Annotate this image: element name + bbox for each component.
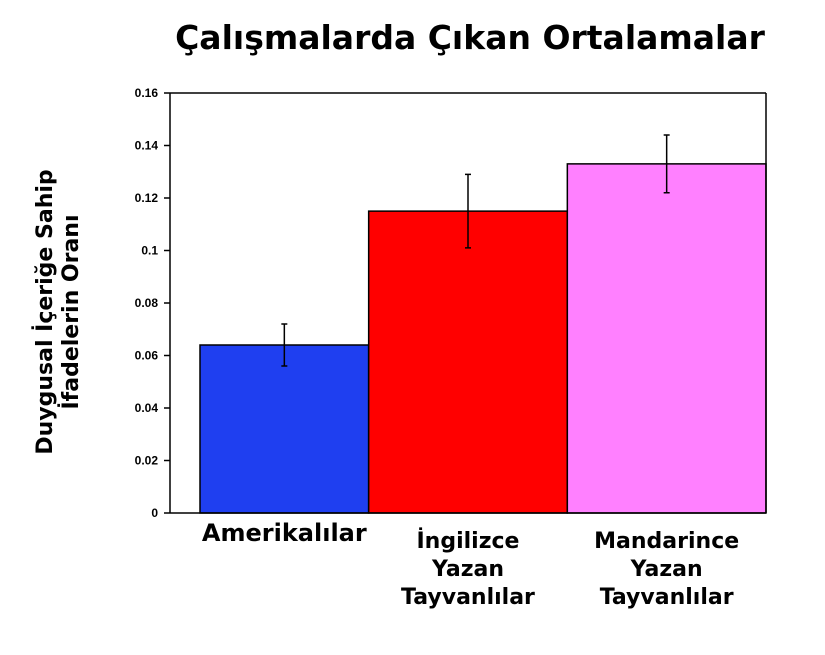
error-bars-group (281, 134, 670, 367)
category-label-3: Mandarince Yazan Tayvanlılar (557, 528, 776, 612)
category-label-3-line-1: Mandarince (594, 529, 740, 554)
category-label-2-line-1: İngilizce (416, 529, 520, 554)
bars-group (199, 163, 767, 514)
y-tick-label-0: 0 (151, 506, 158, 520)
y-tick-label-7: 0.14 (135, 139, 159, 153)
y-tick-label-1: 0.02 (135, 454, 159, 468)
category-label-2-line-3: Tayvanlılar (401, 585, 535, 610)
category-label-3-line-3: Tayvanlılar (599, 585, 734, 610)
bar-3 (566, 163, 767, 514)
chart-title: Çalışmalarda Çıkan Ortalamalar (175, 18, 765, 57)
category-label-3-line-2: Yazan (630, 557, 703, 582)
category-label-1: Amerikalılar (190, 518, 379, 548)
y-tick-label-5: 0.1 (141, 244, 158, 258)
category-label-2-line-2: Yazan (431, 557, 505, 582)
y-tick-label-6: 0.12 (135, 191, 159, 205)
y-tick-label-4: 0.08 (135, 296, 159, 310)
category-label-2: İngilizce Yazan Tayvanlılar (359, 528, 578, 612)
bar-2 (367, 210, 569, 514)
bar-1 (199, 344, 370, 514)
axes-group: 0 0.02 0.04 0.06 0.08 0.1 0.12 0.14 0.16 (135, 86, 767, 520)
y-tick-label-3: 0.06 (135, 349, 159, 363)
y-tick-label-8: 0.16 (135, 86, 159, 100)
category-label-1-line-1: Amerikalılar (201, 519, 367, 547)
y-tick-label-2: 0.04 (135, 401, 159, 415)
